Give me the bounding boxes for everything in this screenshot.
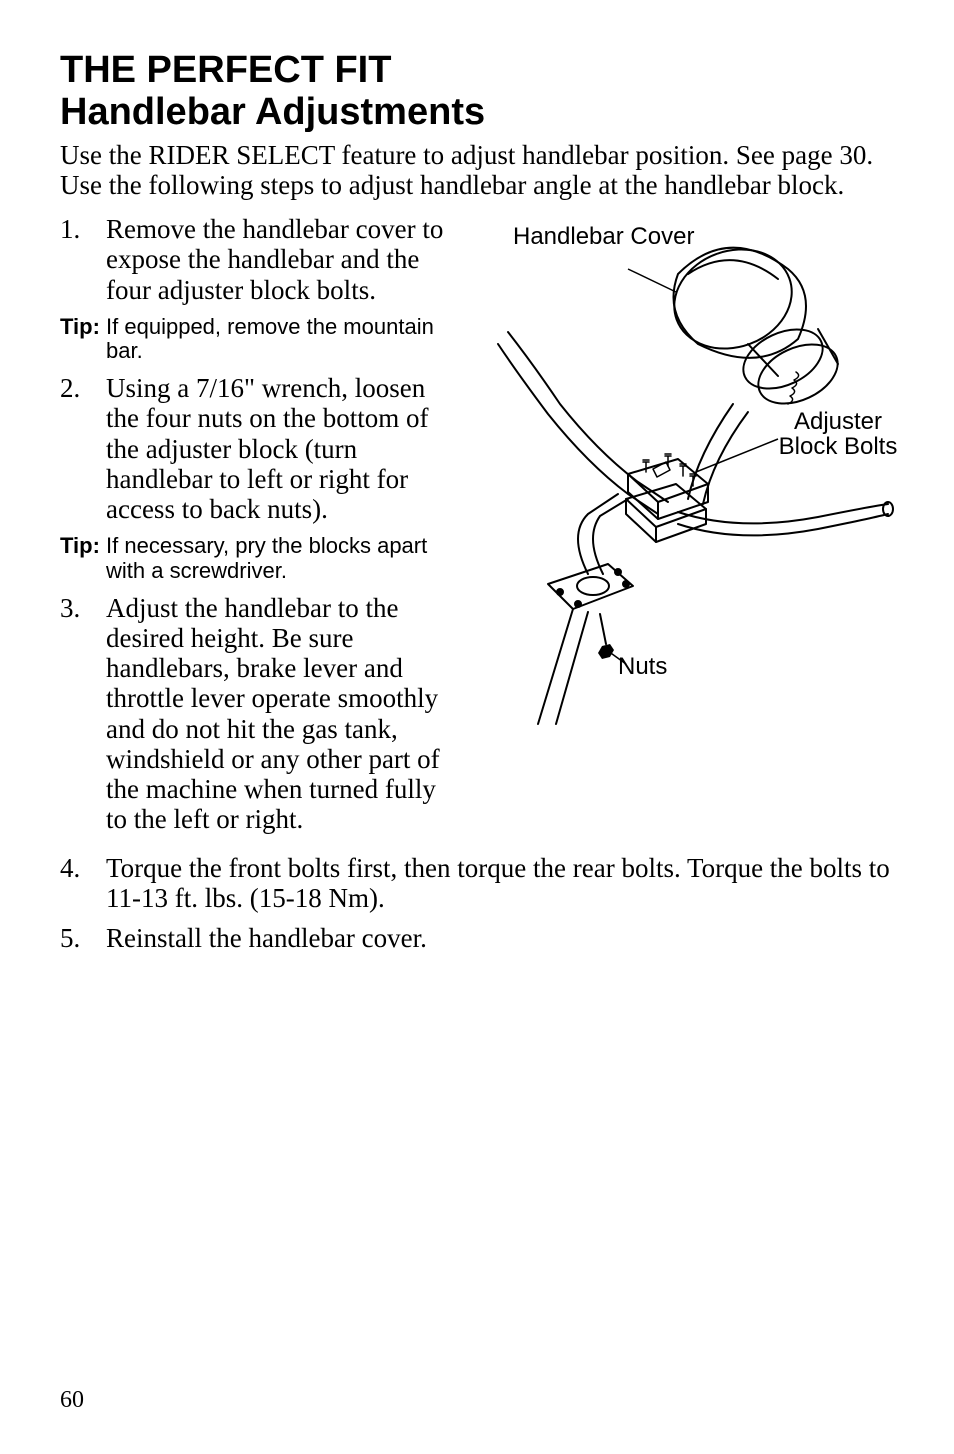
tip-label-2: Tip:	[60, 533, 100, 558]
step-3-text: Adjust the handlebar to the desired heig…	[106, 593, 440, 835]
title-line-2: Handlebar Adjustments	[60, 92, 894, 134]
steps-column: Remove the handlebar cover to expose the…	[60, 214, 460, 845]
tip-label: Tip:	[60, 314, 100, 339]
label-nuts: Nuts	[618, 654, 667, 679]
tip-2: Tip: If necessary, pry the blocks apart …	[60, 534, 460, 582]
step-3: Adjust the handlebar to the desired heig…	[60, 593, 460, 835]
tip-2-text: If necessary, pry the blocks apart with …	[106, 533, 427, 582]
tip-1: Tip: If equipped, remove the mountain ba…	[60, 315, 460, 363]
step-2-text: Using a 7/16" wrench, loosen the four nu…	[106, 373, 428, 524]
intro-paragraph: Use the RIDER SELECT feature to adjust h…	[60, 140, 894, 200]
step-5: 5. Reinstall the handlebar cover.	[60, 923, 894, 953]
label-adjuster-block-bolts: Adjuster Block Bolts	[778, 409, 898, 459]
page-number: 60	[60, 1387, 84, 1414]
handlebar-diagram: Handlebar Cover Adjuster Block Bolts Nut…	[478, 214, 898, 734]
tip-1-text: If equipped, remove the mountain bar.	[106, 314, 434, 363]
page-title-block: THE PERFECT FIT Handlebar Adjustments	[60, 50, 894, 134]
step-5-num: 5.	[60, 923, 80, 953]
label-handlebar-cover: Handlebar Cover	[513, 224, 694, 249]
step-4-num: 4.	[60, 853, 80, 883]
diagram-svg	[478, 214, 898, 734]
step-5-text: Reinstall the handlebar cover.	[106, 923, 427, 953]
title-line-1: THE PERFECT FIT	[60, 50, 894, 92]
step-4: 4. Torque the front bolts first, then tor…	[60, 853, 894, 913]
step-4-text: Torque the front bolts first, then torqu…	[106, 853, 890, 913]
step-2: Using a 7/16" wrench, loosen the four nu…	[60, 373, 460, 524]
step-1-text: Remove the handlebar cover to expose the…	[106, 214, 443, 304]
step-1: Remove the handlebar cover to expose the…	[60, 214, 460, 305]
